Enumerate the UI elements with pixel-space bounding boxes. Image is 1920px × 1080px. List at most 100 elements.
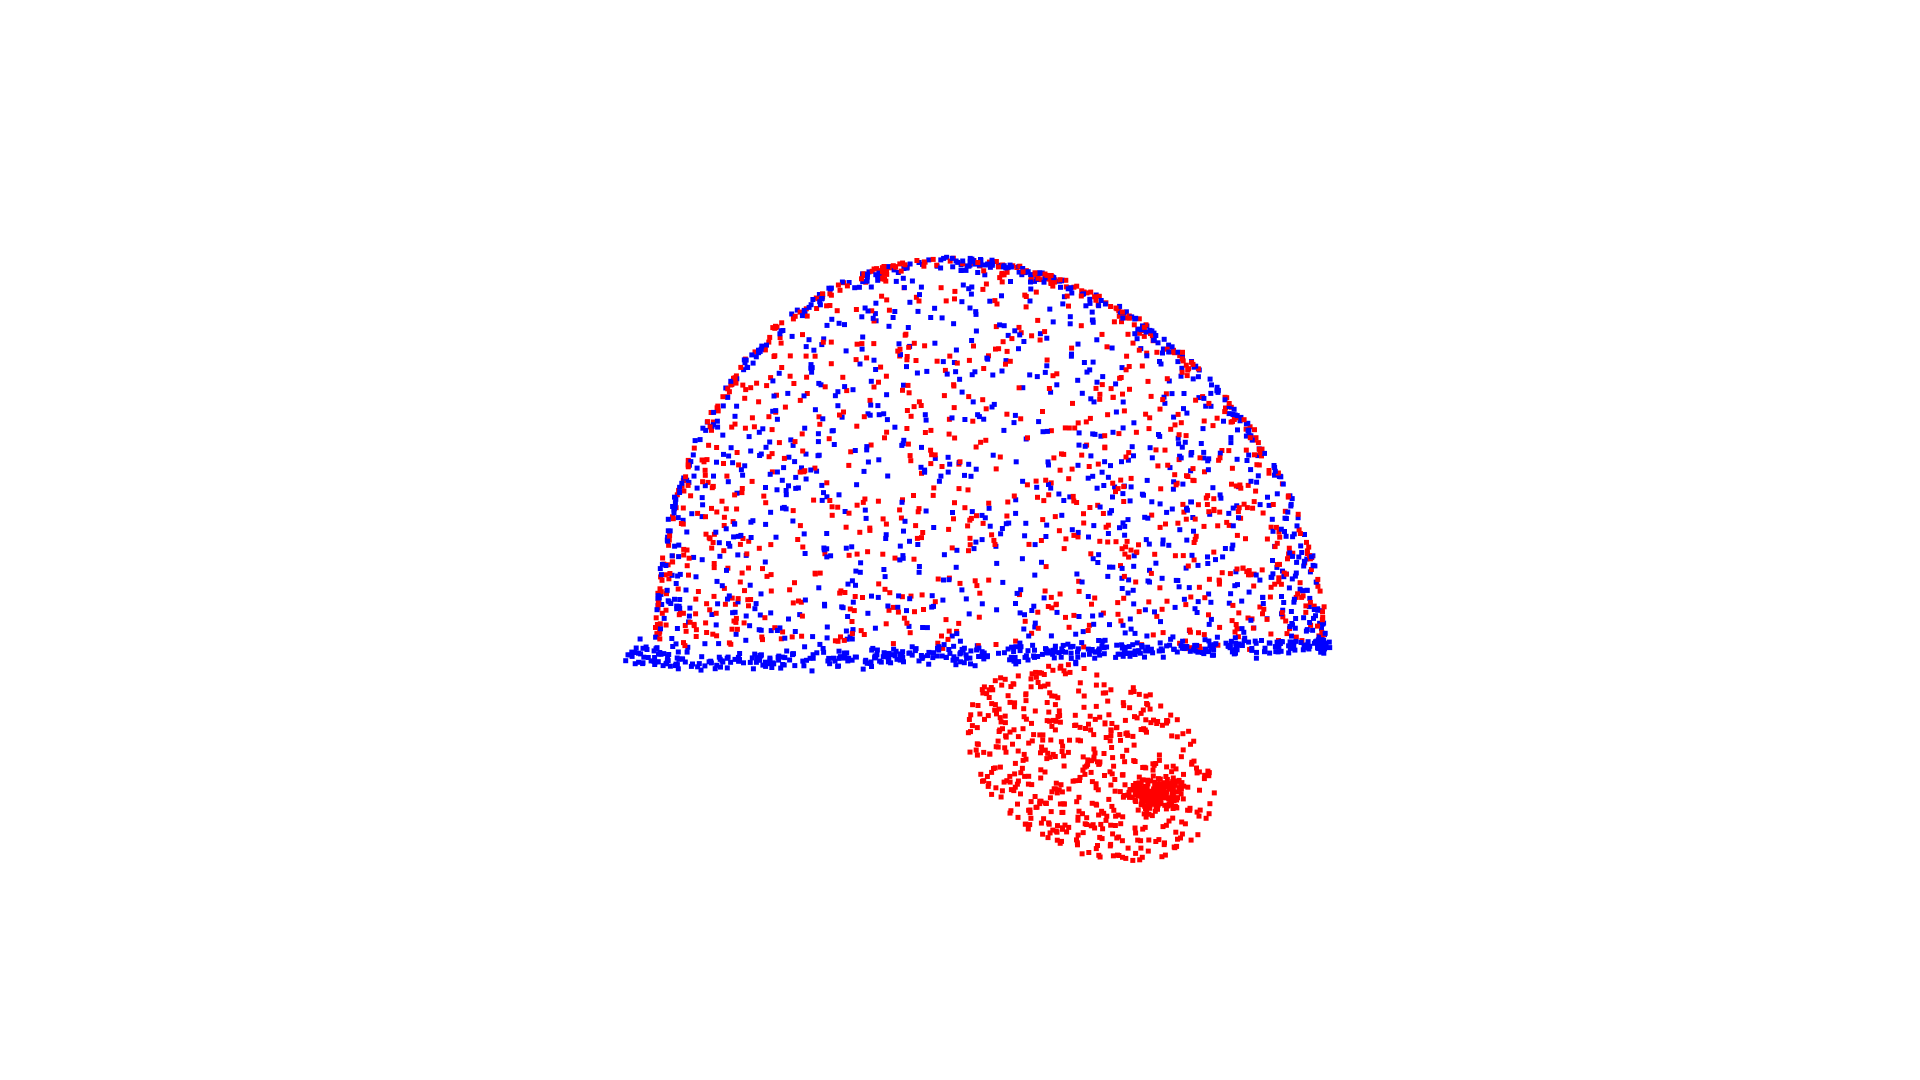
point: [1205, 554, 1210, 560]
point: [1003, 749, 1009, 755]
point: [655, 659, 661, 665]
point: [704, 457, 710, 463]
point: [1145, 702, 1151, 708]
point: [728, 445, 734, 451]
point: [1015, 673, 1021, 679]
point: [1033, 478, 1039, 484]
point: [1054, 609, 1060, 615]
point: [880, 269, 885, 275]
point: [827, 498, 833, 503]
point: [1094, 802, 1100, 808]
point: [1011, 704, 1017, 710]
point: [1236, 505, 1242, 511]
point: [710, 483, 716, 489]
point: [1126, 364, 1132, 369]
point: [1320, 609, 1325, 615]
point: [1180, 645, 1185, 651]
point: [1147, 579, 1152, 585]
point: [1120, 520, 1126, 526]
point: [1013, 601, 1018, 606]
point: [994, 560, 1000, 566]
point: [1071, 532, 1077, 538]
point: [1118, 618, 1124, 624]
point: [1156, 757, 1162, 763]
point: [734, 506, 740, 512]
point: [1058, 739, 1064, 745]
point: [1042, 271, 1048, 277]
point: [1283, 571, 1289, 577]
point: [680, 505, 686, 511]
point: [932, 340, 938, 346]
point: [779, 654, 785, 660]
point: [993, 259, 999, 264]
point: [815, 431, 821, 437]
point: [876, 457, 882, 463]
point: [845, 581, 851, 587]
point: [1223, 405, 1228, 411]
point: [1122, 523, 1128, 529]
point: [977, 590, 983, 596]
point: [1095, 787, 1101, 793]
point: [774, 487, 780, 493]
point: [893, 278, 899, 284]
point: [981, 366, 987, 371]
point: [1229, 618, 1235, 624]
point: [1102, 459, 1108, 465]
point: [1104, 344, 1110, 350]
point: [742, 425, 748, 431]
point: [1238, 414, 1244, 420]
point: [947, 461, 953, 467]
point: [686, 572, 691, 578]
point: [1246, 452, 1252, 458]
point: [685, 482, 691, 488]
point: [1046, 386, 1052, 391]
point: [700, 502, 706, 508]
point: [920, 625, 926, 630]
point: [1102, 301, 1108, 307]
point: [1228, 419, 1234, 425]
point: [993, 346, 998, 352]
point: [1272, 544, 1278, 550]
point: [693, 574, 699, 580]
point: [1201, 418, 1207, 424]
point: [1079, 390, 1085, 396]
point: [713, 610, 719, 616]
point: [659, 577, 665, 583]
point: [1042, 588, 1048, 594]
point: [982, 716, 987, 722]
point: [1143, 693, 1149, 699]
point: [1108, 386, 1114, 392]
point: [1195, 599, 1201, 605]
point: [1226, 510, 1232, 516]
point: [894, 656, 900, 662]
point: [1076, 578, 1082, 584]
point: [924, 368, 930, 374]
point: [1197, 807, 1203, 813]
point: [675, 573, 681, 579]
point: [852, 285, 858, 291]
point: [759, 634, 765, 640]
point: [885, 264, 891, 270]
point: [1164, 643, 1170, 649]
point: [1040, 831, 1046, 837]
point: [1110, 394, 1116, 400]
point: [819, 296, 825, 302]
point: [814, 650, 820, 656]
point: [1170, 775, 1176, 781]
point: [675, 586, 681, 592]
point: [1043, 564, 1049, 570]
point: [1287, 550, 1293, 556]
point: [1099, 331, 1105, 337]
point: [1000, 339, 1006, 345]
point: [720, 432, 726, 438]
point: [1214, 388, 1220, 394]
point: [1150, 632, 1156, 638]
point: [1083, 726, 1088, 731]
point: [751, 424, 757, 430]
point: [972, 261, 978, 267]
point: [1141, 795, 1147, 801]
point: [1091, 746, 1097, 752]
point: [1157, 585, 1163, 591]
point: [1049, 789, 1055, 795]
point: [1003, 358, 1009, 364]
